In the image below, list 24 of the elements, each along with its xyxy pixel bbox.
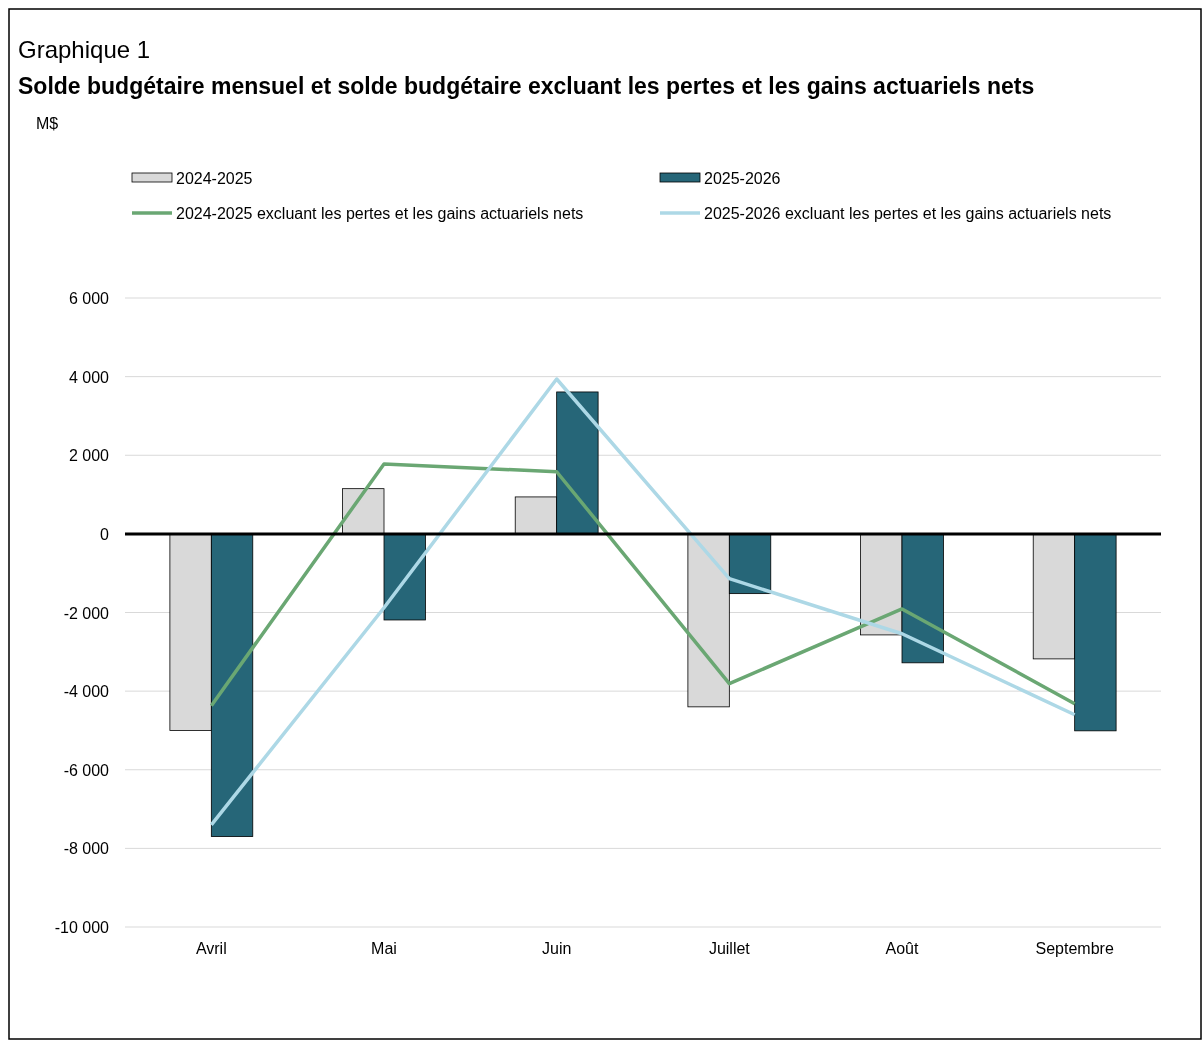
- chart-subtitle: Solde budgétaire mensuel et solde budgétaire excluant les pertes et les gains actuariels nets: [18, 73, 1035, 99]
- text: M$: [36, 115, 59, 132]
- y-tick-label: 6 000: [68, 290, 110, 307]
- x-tick-label: Juin: [541, 940, 572, 957]
- y-tick-label: -2 000: [63, 604, 110, 622]
- x-tick-label: Juillet: [708, 940, 751, 957]
- y-tick-label: -10 000: [54, 919, 110, 936]
- line-series: [209, 377, 1077, 827]
- x-tick-label: Septembre: [1035, 940, 1114, 957]
- x-tick-label: Août: [885, 940, 920, 957]
- y-tick-label: -8 000: [63, 840, 110, 858]
- legend-label: 2024-2025 excluant les pertes et les gains actuariels nets: [176, 205, 584, 222]
- y-tick-label: 2 000: [68, 447, 110, 465]
- legend-label: 2024-2025: [176, 170, 253, 187]
- x-tick-label: Avril: [195, 940, 227, 957]
- y-tick-label: -6 000: [63, 761, 110, 779]
- legend-label: 2025-2026 excluant les pertes et les gains actuariels nets: [704, 205, 1112, 222]
- x-tick-label: Mai: [371, 940, 397, 957]
- y-tick-label: -4 000: [63, 683, 110, 701]
- legend-label: 2025-2026: [704, 170, 781, 187]
- line-series: [209, 462, 1077, 708]
- y-tick-label: 0: [100, 525, 110, 543]
- y-tick-label: 4 000: [68, 368, 110, 386]
- chart-title: Graphique 1: [18, 36, 151, 63]
